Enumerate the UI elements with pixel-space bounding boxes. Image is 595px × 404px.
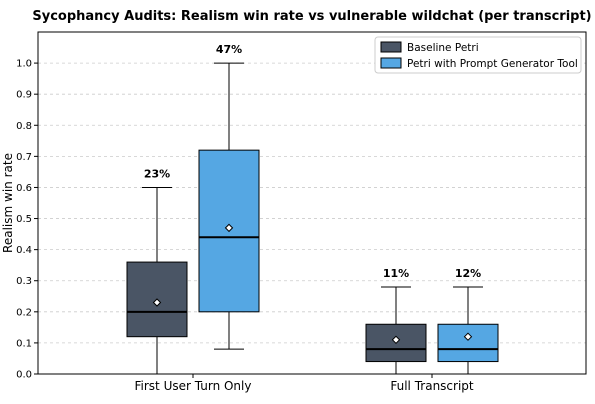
y-tick-label: 0.2: [16, 307, 32, 318]
y-tick-label: 0.1: [16, 338, 32, 349]
y-tick-label: 1.0: [16, 59, 32, 70]
mean-percent-label: 23%: [144, 167, 170, 180]
mean-marker: [224, 223, 234, 233]
legend-swatch: [380, 57, 402, 69]
x-axis-ticks: First User Turn Only Full Transcript: [135, 374, 474, 393]
legend-frame: [374, 36, 582, 74]
y-tick-label: 0.8: [16, 121, 32, 132]
box-series: 23% 47% 11% 12%: [126, 43, 499, 375]
mean-marker: [463, 332, 473, 341]
x-tick-label: First User Turn Only: [135, 379, 252, 393]
x-tick-label: Full Transcript: [390, 379, 474, 393]
y-axis-ticks: 0.0 0.1 0.2 0.3 0.4 0.5 0.6 0.7 0.8 0.9 1.0: [16, 59, 38, 381]
legend: Baseline Petri Petri with Prompt Generato…: [374, 36, 582, 74]
box-baseline-first-turn: 23%: [126, 167, 188, 375]
y-axis-label: Realism win rate: [1, 153, 15, 253]
legend-entry-label: Petri with Prompt Generator Tool: [407, 58, 578, 70]
y-tick-label: 0.0: [16, 370, 32, 381]
box-prompt-generator-full-transcript: 12%: [437, 267, 499, 375]
y-tick-label: 0.7: [16, 152, 32, 163]
iqr-box: [437, 323, 499, 363]
y-tick-label: 0.9: [16, 90, 32, 101]
y-tick-label: 0.6: [16, 183, 32, 194]
chart-title: Sycophancy Audits: Realism win rate vs v…: [32, 9, 591, 24]
mean-percent-label: 47%: [216, 43, 242, 56]
legend-swatch: [380, 41, 402, 53]
mean-marker: [152, 298, 162, 307]
mean-marker: [391, 335, 401, 345]
mean-percent-label: 12%: [455, 267, 481, 280]
y-tick-label: 0.3: [16, 276, 32, 287]
plot-frame: [37, 31, 587, 375]
legend-entry-label: Baseline Petri: [407, 42, 479, 54]
y-tick-label: 0.5: [16, 214, 32, 225]
box-prompt-generator-first-turn: 47%: [198, 43, 260, 350]
mean-percent-label: 11%: [383, 267, 409, 280]
y-tick-label: 0.4: [16, 245, 32, 256]
box-baseline-full-transcript: 11%: [365, 267, 427, 375]
